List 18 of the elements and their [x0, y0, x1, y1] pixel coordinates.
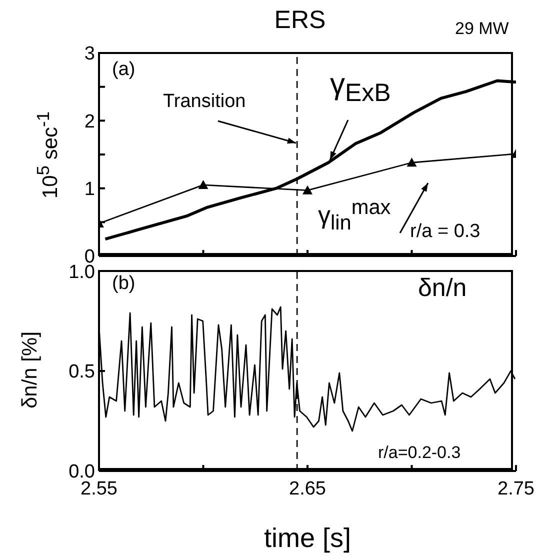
chart-title: ERS [273, 6, 327, 34]
annotation: r/a = 0.3 [410, 221, 480, 242]
y-tick-label: 3 [84, 44, 95, 65]
x-tick-label: 2.75 [498, 478, 534, 500]
x-tick-label: 2.65 [289, 478, 326, 500]
text: 29 MW [455, 19, 509, 38]
y-tick-label: 2 [84, 111, 95, 132]
annotation: (a) [112, 59, 136, 80]
annotation: (b) [112, 273, 136, 294]
y-tick-label: 1 [84, 179, 95, 200]
text: δn/n [418, 274, 467, 302]
y-axis-title: δn/n [%] [18, 331, 42, 409]
x-tick-label: 2.55 [80, 478, 118, 500]
y-tick-label: 0.5 [68, 362, 95, 383]
annotation: r/a=0.2-0.3 [378, 443, 461, 462]
series-label: γ$_{ExB}$ [330, 68, 391, 107]
x-axis-title: time [s] [262, 523, 352, 553]
ref-line-label: Transition [163, 91, 246, 112]
